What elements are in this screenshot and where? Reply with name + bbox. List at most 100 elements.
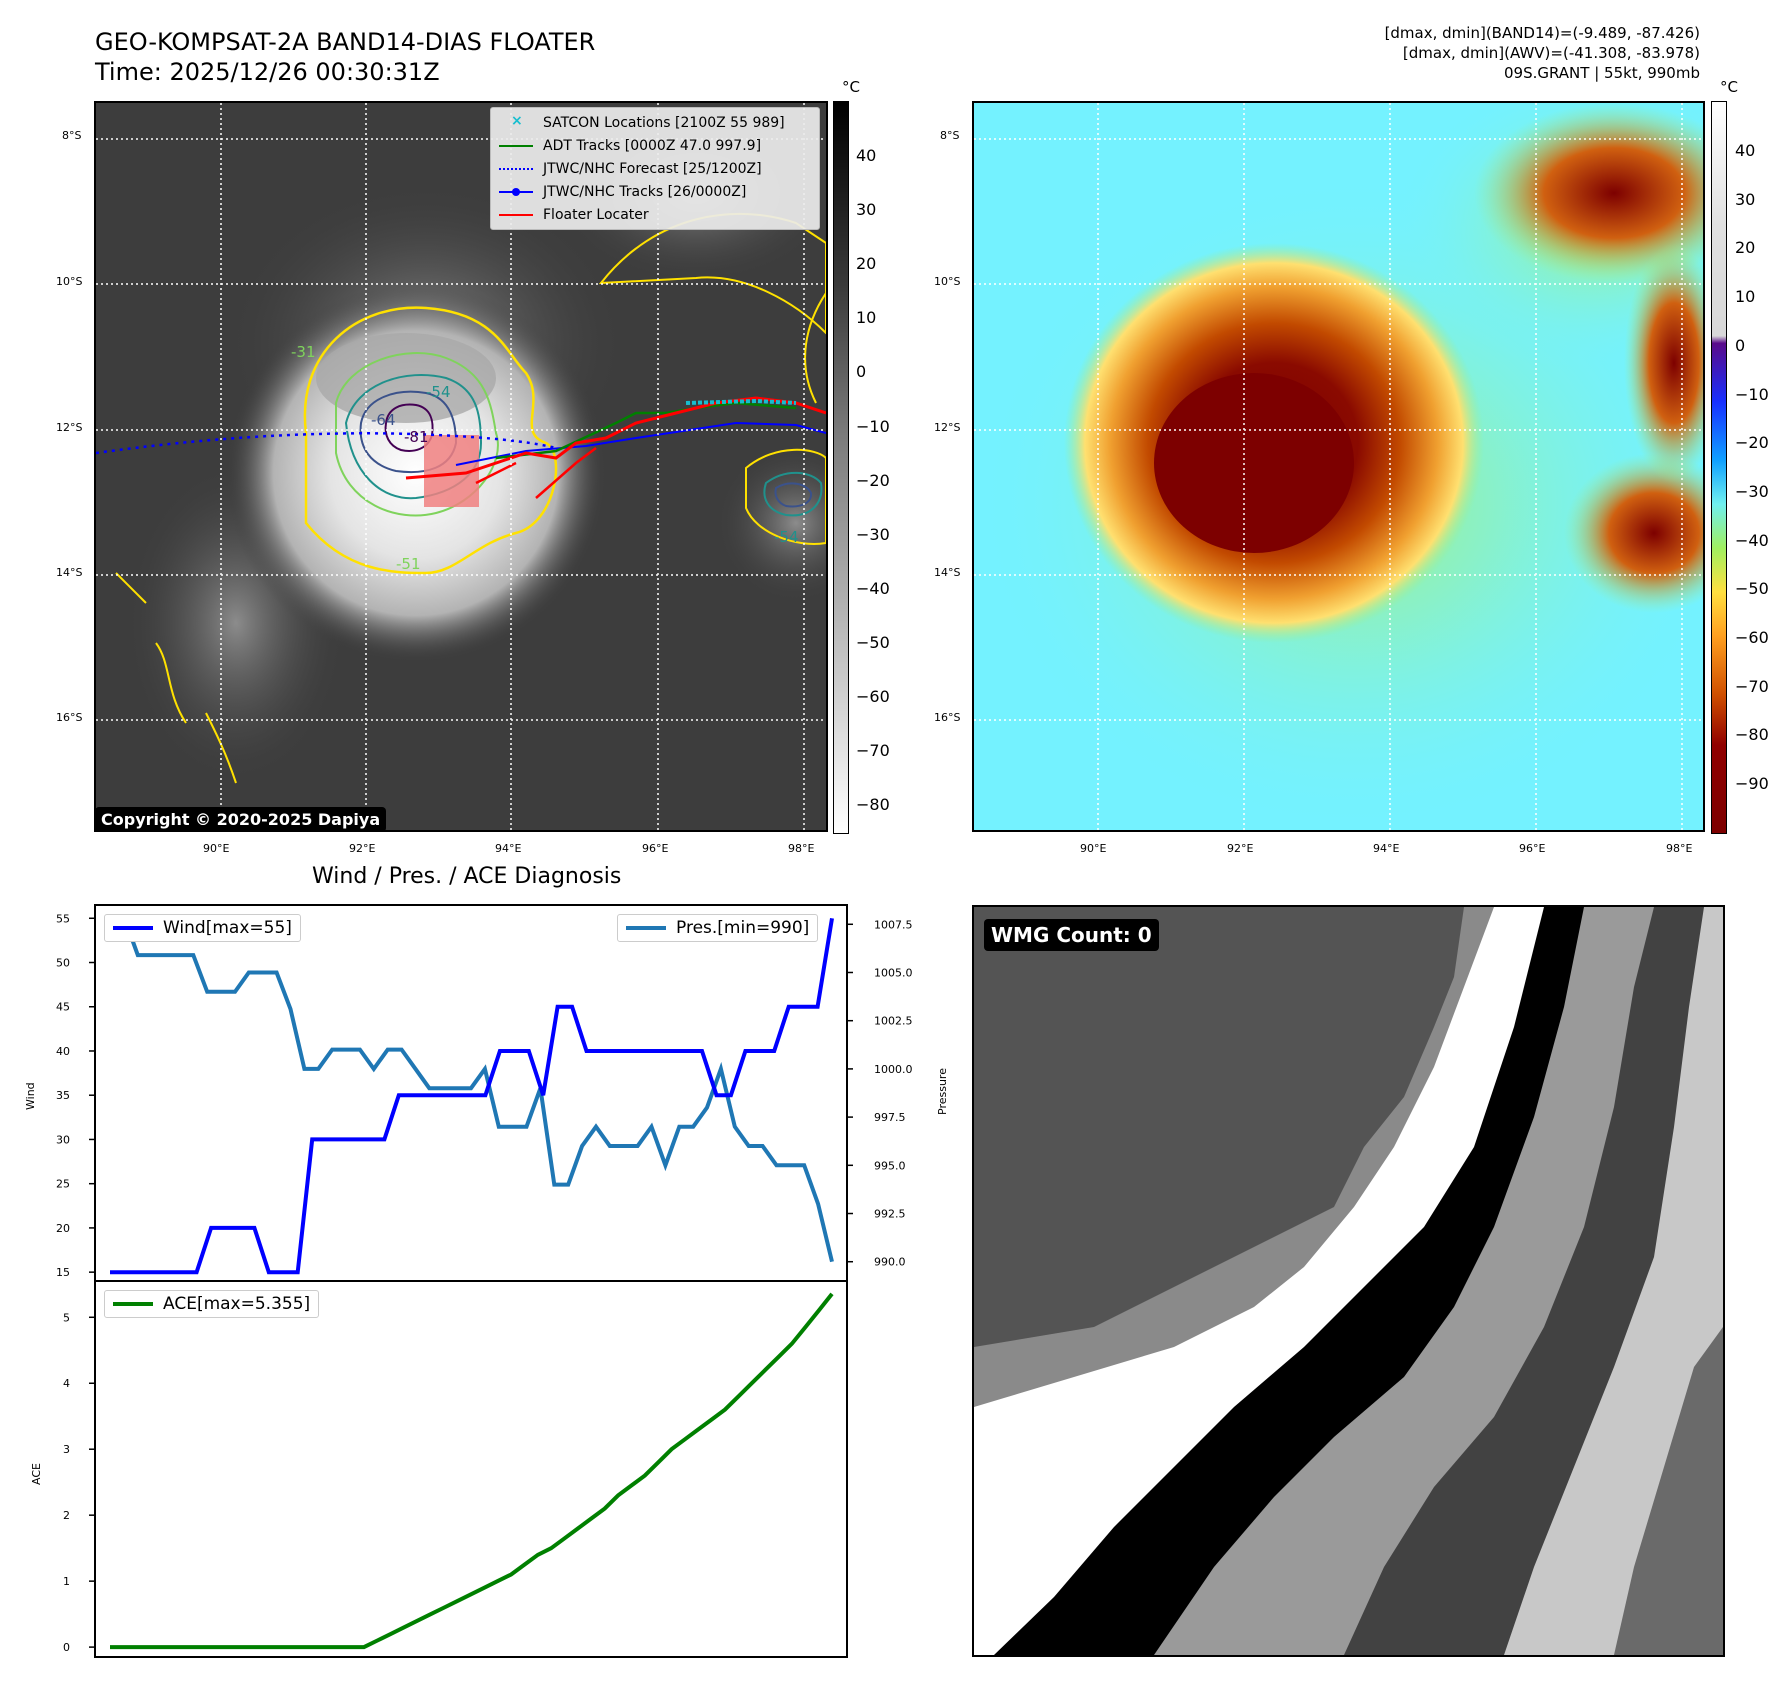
pressure-axis-label: Pressure <box>936 1068 949 1115</box>
colorbar-tick-label: 10 <box>856 308 877 328</box>
lat-label: 8°S <box>940 129 960 142</box>
contour-label: -54 <box>774 528 799 546</box>
contour-label: -54 <box>426 383 451 401</box>
legend-tracks: JTWC/NHC Tracks [26/0000Z] <box>499 180 811 203</box>
axis-tick-label: 30 <box>56 1133 70 1146</box>
ir-colorbar-unit: °C <box>842 78 860 96</box>
axis-tick-label: 5 <box>63 1311 70 1324</box>
lat-label: 10°S <box>934 275 961 288</box>
colorbar-tick-label: −30 <box>1735 481 1769 501</box>
axis-tick-label: 4 <box>63 1377 70 1390</box>
lat-label: 12°S <box>934 421 961 434</box>
axis-tick-label: 1002.5 <box>874 1015 913 1028</box>
awv-colorbar <box>1711 101 1727 834</box>
ace-axis-label: ACE <box>30 1463 43 1485</box>
colorbar-tick-label: −80 <box>856 795 890 815</box>
legend-label: JTWC/NHC Forecast [25/1200Z] <box>543 160 762 177</box>
colorbar-tick-label: −50 <box>1735 579 1769 599</box>
figure-time: Time: 2025/12/26 00:30:31Z <box>95 58 440 86</box>
axis-tick-label: 3 <box>63 1443 70 1456</box>
axis-tick-label: 2 <box>63 1509 70 1522</box>
ir-colorbar <box>833 101 849 834</box>
axis-tick-label: 990.0 <box>874 1256 906 1269</box>
awv-range: [dmax, dmin](AWV)=(-41.308, -83.978) <box>1402 44 1700 62</box>
lat-label: 14°S <box>56 566 83 579</box>
legend-floater: Floater Locater <box>499 203 811 226</box>
colorbar-tick-label: 40 <box>856 146 877 165</box>
legend-satcon: × SATCON Locations [2100Z 55 989] <box>499 111 811 134</box>
lon-label: 96°E <box>1519 842 1546 855</box>
colorbar-tick-label: 0 <box>856 362 867 382</box>
ace-legend-label: ACE[max=5.355] <box>163 1294 311 1314</box>
contour-label: -51 <box>396 555 421 573</box>
wmg-count-badge: WMG Count: 0 <box>984 919 1159 951</box>
axis-tick-label: 20 <box>56 1222 70 1235</box>
colorbar-tick-label: −60 <box>856 687 890 706</box>
lon-label: 96°E <box>642 842 669 855</box>
colorbar-tick-label: −40 <box>856 578 890 598</box>
adt-line-icon <box>499 139 533 153</box>
wind-pres-plot-area <box>94 904 848 1282</box>
wind-legend-swatch <box>113 926 153 930</box>
contour-label: -31 <box>291 343 316 361</box>
lat-label: 10°S <box>56 275 83 288</box>
floater-line-icon <box>499 208 533 222</box>
colorbar-tick-label: 30 <box>856 200 877 220</box>
colorbar-tick-label: 40 <box>1735 141 1756 160</box>
track-line-icon <box>499 185 533 199</box>
satcon-marker-icon: × <box>511 112 523 129</box>
figure-title: GEO-KOMPSAT-2A BAND14-DIAS FLOATER <box>95 28 596 56</box>
colorbar-tick-label: 20 <box>1735 238 1756 258</box>
legend-adt: ADT Tracks [0000Z 47.0 997.9] <box>499 134 811 157</box>
wmg-imagery <box>974 907 1723 1655</box>
colorbar-tick-label: 0 <box>1735 335 1746 355</box>
colorbar-tick-label: 20 <box>856 254 877 274</box>
lat-label: 16°S <box>934 711 961 724</box>
forecast-line-icon <box>499 162 533 176</box>
colorbar-tick-label: −70 <box>1735 676 1769 696</box>
axis-tick-label: 35 <box>56 1089 70 1102</box>
colorbar-tick-label: −90 <box>1735 774 1769 794</box>
lon-label: 92°E <box>1227 842 1254 855</box>
axis-tick-label: 45 <box>56 1001 70 1014</box>
legend-label: Floater Locater <box>543 206 649 223</box>
lon-label: 98°E <box>788 842 815 855</box>
lon-label: 90°E <box>203 842 230 855</box>
colorbar-tick-label: −40 <box>1735 530 1769 550</box>
lat-label: 16°S <box>56 711 83 724</box>
awv-colorbar-unit: °C <box>1720 78 1738 96</box>
axis-tick-label: 25 <box>56 1178 70 1191</box>
awv-map-panel <box>972 101 1705 832</box>
diagnosis-title: Wind / Pres. / ACE Diagnosis <box>312 864 622 889</box>
ace-legend-swatch <box>113 1302 153 1306</box>
axis-tick-label: 15 <box>56 1266 70 1279</box>
axis-tick-label: 50 <box>56 957 70 970</box>
ace-line <box>110 1292 834 1650</box>
wind-line <box>110 917 834 1275</box>
lon-label: 90°E <box>1080 842 1107 855</box>
colorbar-tick-label: −10 <box>1735 384 1769 404</box>
awv-imagery <box>974 103 1703 830</box>
colorbar-tick-label: 30 <box>1735 189 1756 209</box>
wind-axis-label: Wind <box>24 1082 37 1110</box>
colorbar-tick-label: −20 <box>856 470 890 490</box>
axis-tick-label: 55 <box>56 912 70 925</box>
colorbar-tick-label: 10 <box>1735 287 1756 307</box>
axis-tick-label: 1000.0 <box>874 1063 913 1076</box>
lat-label: 12°S <box>56 421 83 434</box>
map-legend: × SATCON Locations [2100Z 55 989] ADT Tr… <box>490 107 820 230</box>
pressure-line <box>110 914 834 1263</box>
band14-range: [dmax, dmin](BAND14)=(-9.489, -87.426) <box>1384 24 1700 42</box>
legend-label: SATCON Locations [2100Z 55 989] <box>543 114 785 131</box>
wind-legend: Wind[max=55] <box>104 914 301 942</box>
legend-label: JTWC/NHC Tracks [26/0000Z] <box>543 183 747 200</box>
pressure-legend: Pres.[min=990] <box>617 914 819 942</box>
pressure-legend-swatch <box>626 926 666 930</box>
colorbar-tick-label: −50 <box>856 632 890 652</box>
ace-plot-area <box>94 1280 848 1658</box>
colorbar-tick-label: −10 <box>856 416 890 436</box>
legend-forecast: JTWC/NHC Forecast [25/1200Z] <box>499 157 811 180</box>
axis-tick-label: 997.5 <box>874 1111 906 1124</box>
axis-tick-label: 1 <box>63 1575 70 1588</box>
axis-tick-label: 995.0 <box>874 1159 906 1172</box>
